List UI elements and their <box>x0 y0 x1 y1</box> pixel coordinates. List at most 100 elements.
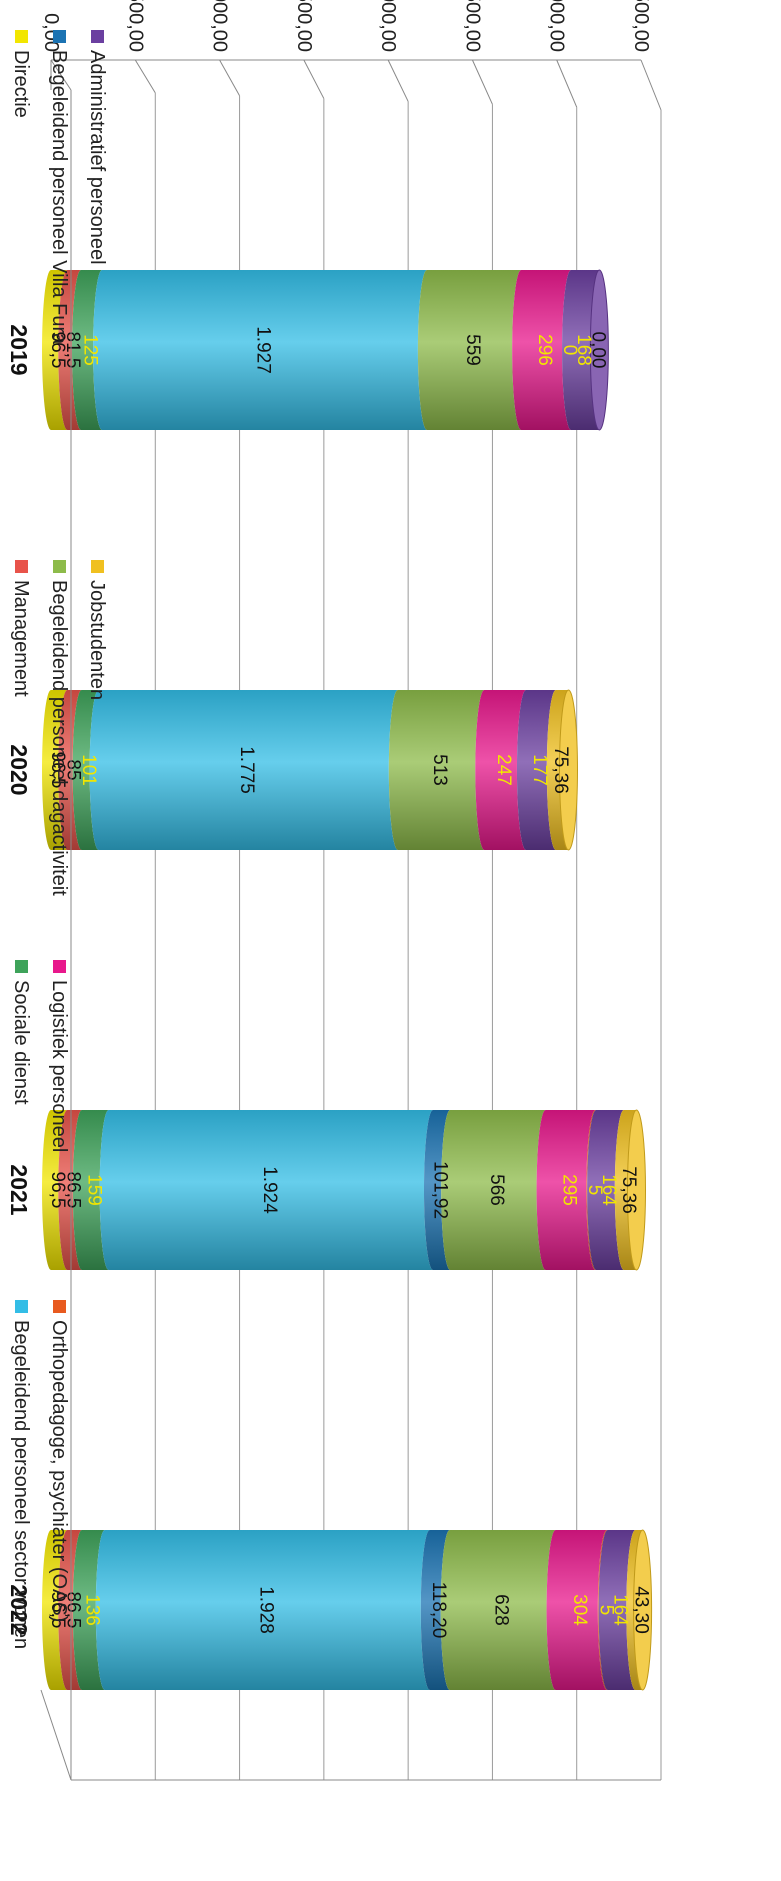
bars <box>42 269 653 1691</box>
legend-swatch <box>53 560 66 573</box>
bar-body <box>562 270 600 430</box>
x-category-label: 2021 <box>6 1164 32 1215</box>
data-label: 86,5 <box>63 1592 84 1629</box>
y-tick-label: 2.000,00 <box>377 0 399 52</box>
data-label: 296 <box>534 334 555 366</box>
bar-body <box>546 1530 607 1690</box>
bar-segment <box>516 690 556 850</box>
bar-body <box>388 690 485 850</box>
bar-segment <box>562 270 600 430</box>
data-label: 159 <box>83 1174 104 1206</box>
legend-swatch <box>53 960 66 973</box>
legend-label: Begeleidend personeel dagactiviteit <box>48 580 70 896</box>
legend-swatch <box>91 560 104 573</box>
bar-body <box>95 1530 430 1690</box>
legend-label: Directie <box>10 50 32 118</box>
data-label: 247 <box>493 754 514 786</box>
bar-top-cap <box>626 1109 646 1271</box>
bar-segment <box>95 1530 430 1690</box>
bar-body <box>42 690 68 850</box>
data-label: 164 <box>609 1594 630 1626</box>
bar-body <box>440 1530 556 1690</box>
bar-segment <box>546 690 569 850</box>
legend-label: Sociale dienst <box>10 980 32 1105</box>
x-category-label: 2019 <box>6 324 32 375</box>
bar-segment <box>93 270 427 430</box>
bar-body <box>516 690 556 850</box>
legend-swatch <box>15 960 28 973</box>
data-label: 164 <box>598 1174 619 1206</box>
bar-segment <box>614 1110 637 1270</box>
data-label: 1.924 <box>259 1166 280 1214</box>
data-label: 96,5 <box>47 1172 68 1209</box>
bar-body <box>72 1530 105 1690</box>
bar-body <box>89 690 398 850</box>
legend-label: Administratief personeel <box>86 50 108 265</box>
gridline-diagonal <box>387 59 409 102</box>
data-label: 0 <box>559 345 580 356</box>
legend-swatch <box>15 30 28 43</box>
gridline-diagonal <box>556 59 578 108</box>
bar-body <box>58 690 82 850</box>
legend-swatch <box>91 30 104 43</box>
bar-body <box>626 1530 643 1690</box>
bar-body <box>42 1110 68 1270</box>
data-label: 177 <box>529 754 550 786</box>
bar-body <box>72 270 103 430</box>
data-label: 295 <box>558 1174 579 1206</box>
bar-segment <box>587 1110 624 1270</box>
x-category-label: 2020 <box>6 744 32 795</box>
data-label: 85 <box>62 759 83 780</box>
y-tick-label: 3.500,00 <box>630 0 652 52</box>
y-tick-label: 1.000,00 <box>209 0 231 52</box>
data-label: 96,5 <box>47 1592 68 1629</box>
floor-right-edge <box>40 1689 72 1781</box>
data-label: 513 <box>429 754 450 786</box>
bar-segment <box>42 690 68 850</box>
bar-segment <box>72 270 103 430</box>
y-tick-label: 500,00 <box>124 0 146 52</box>
bar-segment <box>388 690 485 850</box>
legend-label: Begeleidend personeel sector wonen <box>10 1320 32 1649</box>
gridline-diagonal <box>134 59 156 94</box>
legend-swatch <box>15 560 28 573</box>
data-label: 125 <box>80 334 101 366</box>
data-label: 96,5 <box>47 752 68 789</box>
data-label: 304 <box>569 1594 590 1626</box>
legend-label: Logistiek personeel <box>48 980 70 1152</box>
y-tick-label: 2.500,00 <box>461 0 483 52</box>
bar-segment <box>58 1530 82 1690</box>
bar-body <box>536 1110 596 1270</box>
bar-segment <box>42 270 68 430</box>
data-label: 168 <box>573 334 594 366</box>
data-label: 5 <box>584 1185 605 1196</box>
gridline-diagonal <box>640 59 662 111</box>
gridline-diagonal <box>50 59 72 91</box>
bar-segment <box>440 1530 556 1690</box>
axes: 0,00 500,00 1.000,00 1.500,00 2.000,00 2.500,… <box>6 0 661 1781</box>
bar-segment <box>42 1110 68 1270</box>
bar-body <box>72 690 99 850</box>
bar-body <box>423 1110 451 1270</box>
bar-segment <box>512 270 572 430</box>
data-label: 75,36 <box>550 746 571 794</box>
bar-segment <box>58 690 82 850</box>
bar-segment <box>99 1110 433 1270</box>
legend-swatch <box>53 30 66 43</box>
bar-body <box>58 1530 82 1690</box>
bar-segment <box>72 1110 109 1270</box>
bar-segment <box>441 1110 546 1270</box>
bar-segment <box>626 1530 643 1690</box>
bar-body <box>546 690 569 850</box>
bar-segment <box>598 1530 636 1690</box>
data-label: 566 <box>486 1174 507 1206</box>
bar-body <box>475 690 526 850</box>
bar-segment <box>58 270 82 430</box>
data-label: 559 <box>462 334 483 366</box>
legend-swatch <box>15 1300 28 1313</box>
bar-body <box>420 1530 450 1690</box>
legend-swatch <box>53 1300 66 1313</box>
bar-body <box>614 1110 637 1270</box>
